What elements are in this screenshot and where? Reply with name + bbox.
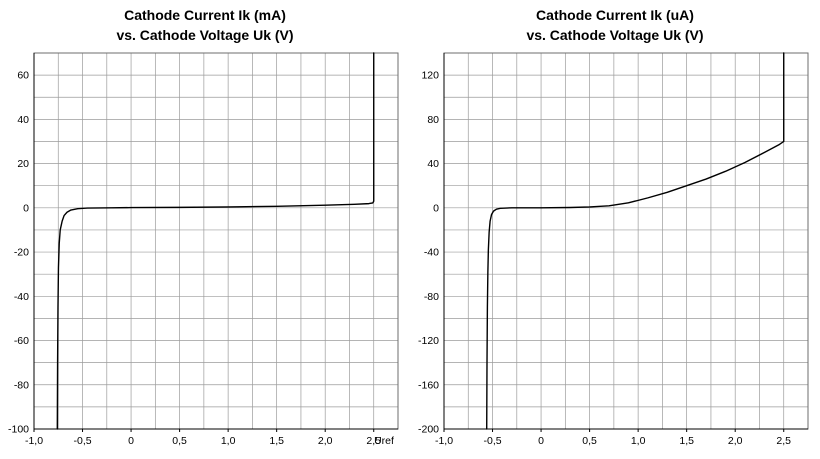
x-tick-label: 0 (538, 435, 544, 447)
y-tick-label: 0 (23, 203, 29, 215)
chart-title-line1: Cathode Current Ik (mA) (124, 7, 286, 23)
x-tick-label: 2,0 (318, 435, 333, 447)
x-tick-label: 2,5 (776, 435, 791, 447)
ik-ma-chart: Cathode Current Ik (mA) vs. Cathode Volt… (0, 2, 410, 447)
y-tick-label: -80 (424, 291, 439, 303)
x-tick-label: 0 (128, 435, 134, 447)
x-tick-label: 1,5 (679, 435, 694, 447)
y-tick-label: 80 (427, 114, 439, 126)
y-tick-label: -20 (14, 247, 29, 259)
y-tick-label: -60 (14, 335, 29, 347)
y-tick-label: 20 (17, 158, 29, 170)
x-tick-label: 1,0 (221, 435, 236, 447)
y-tick-label: 120 (421, 70, 439, 82)
x-tick-label: -1,0 (25, 435, 43, 447)
y-tick-label: -160 (418, 379, 439, 391)
ik-ua-chart-title: Cathode Current Ik (uA) vs. Cathode Volt… (410, 2, 820, 45)
y-tick-label: -200 (418, 424, 439, 436)
data-curve (486, 52, 785, 430)
x-tick-label: -0,5 (483, 435, 501, 447)
y-tick-label: -40 (424, 247, 439, 259)
y-tick-label: 0 (433, 203, 439, 215)
y-tick-label: 60 (17, 70, 29, 82)
ik-ua-plot: 120 80 40 0 -40 -80 -120 -160 -200-1,0 -0,5 0 0,5 1,… (418, 52, 809, 447)
chart-title-line2: vs. Cathode Voltage Uk (V) (116, 26, 294, 43)
data-curve (56, 52, 375, 430)
x-tick-label: 2,0 (728, 435, 743, 447)
x-tick-label: -1,0 (435, 435, 453, 447)
x-tick-label: 1,5 (269, 435, 284, 447)
x-tick-label: 1,0 (631, 435, 646, 447)
y-tick-label: 40 (427, 158, 439, 170)
y-tick-label: -120 (418, 335, 439, 347)
y-tick-label: -80 (14, 379, 29, 391)
ik-ma-chart-title: Cathode Current Ik (mA) vs. Cathode Volt… (0, 2, 410, 45)
y-tick-label: -100 (8, 424, 29, 436)
y-tick-label: 40 (17, 114, 29, 126)
y-tick-label: -40 (14, 291, 29, 303)
plot-border (33, 52, 399, 430)
x-tick-label: 0,5 (582, 435, 597, 447)
chart-title-line2: vs. Cathode Voltage Uk (V) (526, 26, 704, 43)
x-tick-label: 2,5 (366, 435, 381, 447)
x-tick-label: -0,5 (73, 435, 91, 447)
chart-title-line1: Cathode Current Ik (uA) (536, 7, 694, 23)
plot-border (443, 52, 809, 430)
ik-ua-chart: Cathode Current Ik (uA) vs. Cathode Volt… (410, 0, 820, 459)
x-tick-label: 0,5 (172, 435, 187, 447)
ik-ma-plot: 60 40 20 0 -20 -40 -60 -80 -100-1,0 -0,5 0 0,5 1,0 1,… (8, 52, 399, 447)
x-axis-suffix-label: Uref (374, 435, 394, 447)
